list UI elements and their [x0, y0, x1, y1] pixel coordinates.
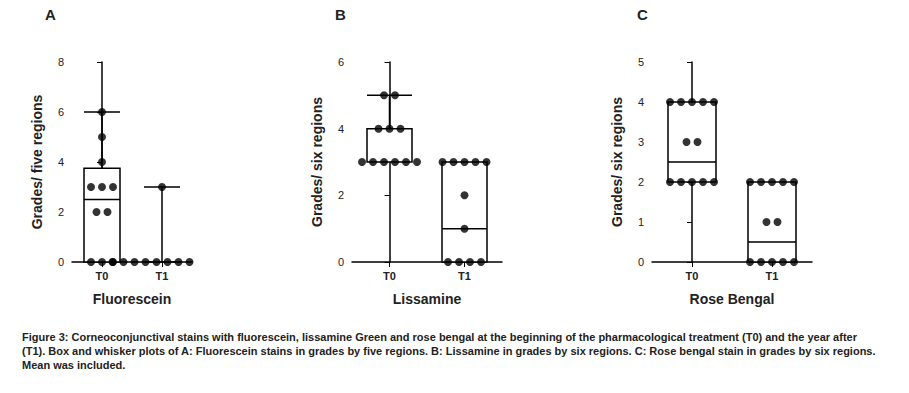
svg-text:0: 0	[58, 256, 64, 268]
svg-text:0: 0	[638, 256, 644, 268]
svg-text:T0: T0	[96, 270, 109, 282]
svg-text:1: 1	[638, 216, 644, 228]
svg-text:Fluorescein: Fluorescein	[93, 291, 172, 307]
svg-text:5: 5	[638, 56, 644, 68]
svg-text:6: 6	[58, 106, 64, 118]
svg-text:B: B	[335, 6, 346, 23]
svg-text:Grades/ six regions: Grades/ six regions	[609, 97, 625, 227]
svg-text:T1: T1	[458, 270, 471, 282]
svg-text:A: A	[45, 6, 56, 23]
svg-text:3: 3	[638, 136, 644, 148]
svg-text:Lissamine: Lissamine	[393, 291, 462, 307]
svg-text:C: C	[637, 6, 648, 23]
svg-text:T0: T0	[383, 270, 396, 282]
svg-text:Rose Bengal: Rose Bengal	[690, 291, 775, 307]
svg-text:2: 2	[58, 206, 64, 218]
svg-text:Grades/ five regions: Grades/ five regions	[29, 94, 45, 229]
svg-text:2: 2	[338, 189, 344, 201]
svg-text:4: 4	[638, 96, 644, 108]
html-text:Figure 3: Corneoconjunctival s: Figure 3: Corneoconjunctival stains with…	[22, 331, 876, 371]
svg-text:2: 2	[638, 176, 644, 188]
svg-text:4: 4	[338, 123, 344, 135]
svg-text:4: 4	[58, 156, 64, 168]
svg-text:Grades/ six regions: Grades/ six regions	[309, 97, 325, 227]
svg-text:T1: T1	[156, 270, 169, 282]
svg-text:T1: T1	[766, 270, 779, 282]
svg-text:0: 0	[338, 256, 344, 268]
svg-text:6: 6	[338, 56, 344, 68]
svg-text:T0: T0	[686, 270, 699, 282]
svg-text:8: 8	[58, 56, 64, 68]
